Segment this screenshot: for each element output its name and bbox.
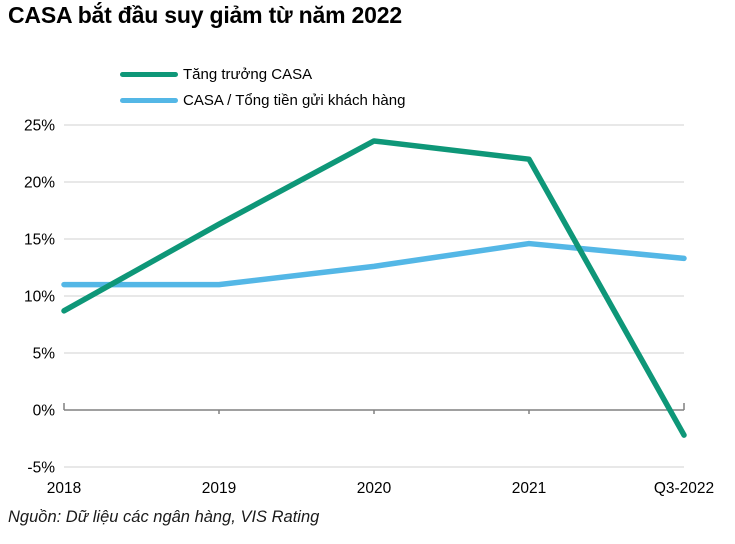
y-tick-label: 20%	[24, 175, 55, 192]
x-tick-label: Q3-2022	[654, 480, 714, 497]
y-tick-label: 0%	[33, 403, 56, 420]
chart-title: CASA bắt đầu suy giảm từ năm 2022	[8, 2, 402, 28]
legend-item-casa-ratio: CASA / Tổng tiền gửi khách hàng	[120, 92, 405, 109]
source-note: Nguồn: Dữ liệu các ngân hàng, VIS Rating	[8, 508, 320, 526]
y-tick-label: 10%	[24, 289, 55, 306]
y-tick-label: 15%	[24, 232, 55, 249]
series-line	[61, 138, 687, 438]
y-tick-label: 5%	[33, 346, 56, 363]
legend-swatch-blue	[120, 98, 178, 103]
x-tick-label: 2020	[357, 480, 392, 497]
legend-swatch-green	[120, 72, 178, 77]
legend-item-casa-growth: Tăng trưởng CASA	[120, 66, 405, 83]
y-tick-label: -5%	[27, 460, 55, 477]
legend: Tăng trưởng CASA CASA / Tổng tiền gửi kh…	[120, 66, 405, 109]
x-tick-label: 2019	[202, 480, 236, 497]
y-tick-label: 25%	[24, 118, 55, 135]
x-tick-label: 2021	[512, 480, 546, 497]
x-tick-label: 2018	[47, 480, 81, 497]
legend-label-casa-growth: Tăng trưởng CASA	[183, 66, 313, 83]
legend-label-casa-ratio: CASA / Tổng tiền gửi khách hàng	[183, 92, 406, 109]
